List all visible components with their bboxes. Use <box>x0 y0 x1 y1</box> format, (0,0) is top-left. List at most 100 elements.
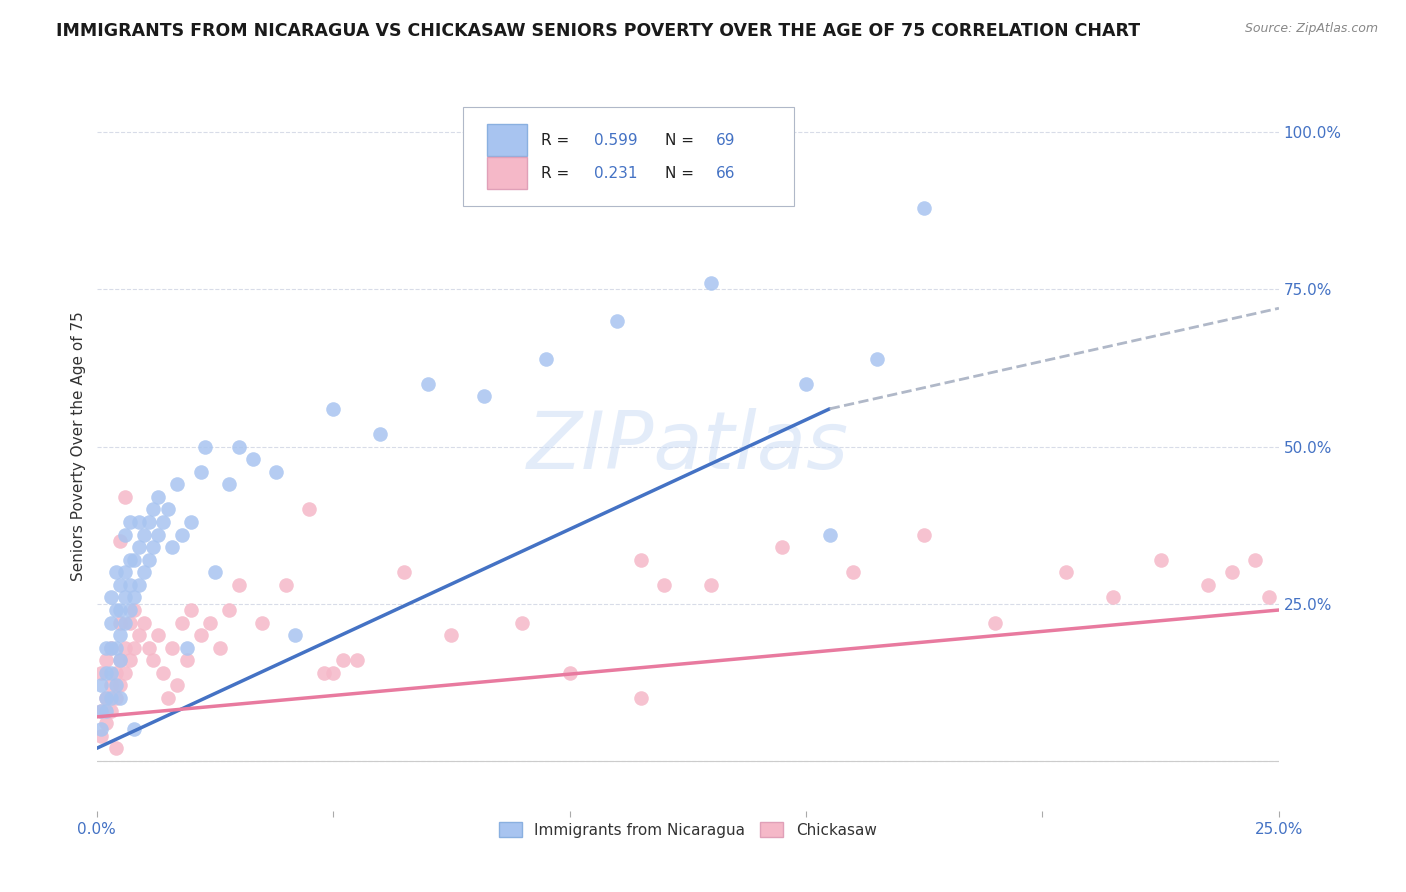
Point <box>912 201 935 215</box>
Point <box>152 515 174 529</box>
Point <box>110 603 132 617</box>
Point <box>118 603 141 617</box>
Text: N =: N = <box>665 133 699 148</box>
Point <box>866 351 889 366</box>
Point <box>100 615 122 630</box>
Point <box>652 578 675 592</box>
Point <box>198 615 221 630</box>
Point <box>124 591 146 605</box>
Point <box>156 691 179 706</box>
Point <box>346 653 368 667</box>
Point <box>94 665 117 680</box>
Point <box>322 665 344 680</box>
Point <box>162 640 184 655</box>
Text: 66: 66 <box>716 166 735 180</box>
Point <box>100 678 122 692</box>
Point <box>770 540 793 554</box>
Point <box>370 427 392 442</box>
Point <box>146 527 169 541</box>
Point <box>700 276 723 290</box>
Point <box>1150 552 1173 566</box>
Point <box>114 615 136 630</box>
Point <box>110 628 132 642</box>
Point <box>194 440 217 454</box>
Point <box>90 678 112 692</box>
Point <box>100 691 122 706</box>
Point <box>392 566 415 580</box>
Point <box>114 527 136 541</box>
Text: N =: N = <box>665 166 699 180</box>
Y-axis label: Seniors Poverty Over the Age of 75: Seniors Poverty Over the Age of 75 <box>72 311 86 582</box>
Point <box>118 552 141 566</box>
Point <box>152 665 174 680</box>
Point <box>242 452 264 467</box>
Point <box>166 678 188 692</box>
Point <box>218 477 240 491</box>
Point <box>312 665 335 680</box>
Point <box>1244 552 1267 566</box>
Point <box>104 566 127 580</box>
Point <box>416 376 439 391</box>
Point <box>110 615 132 630</box>
Point <box>204 566 226 580</box>
Point <box>510 615 533 630</box>
Point <box>94 716 117 731</box>
Point <box>176 653 198 667</box>
Point <box>118 578 141 592</box>
Text: 69: 69 <box>716 133 735 148</box>
Point <box>322 401 344 416</box>
Point <box>1220 566 1243 580</box>
Point <box>94 653 117 667</box>
Point <box>90 704 112 718</box>
FancyBboxPatch shape <box>486 157 527 189</box>
Point <box>118 615 141 630</box>
Point <box>606 314 628 328</box>
Point <box>110 533 132 548</box>
Point <box>700 578 723 592</box>
Point <box>94 691 117 706</box>
Point <box>100 591 122 605</box>
Point <box>274 578 297 592</box>
FancyBboxPatch shape <box>463 107 794 206</box>
Point <box>440 628 463 642</box>
Point <box>146 628 169 642</box>
Point <box>128 628 150 642</box>
Point <box>110 653 132 667</box>
Point <box>138 515 160 529</box>
Point <box>284 628 307 642</box>
Text: R =: R = <box>541 133 574 148</box>
Point <box>118 653 141 667</box>
Point <box>138 640 160 655</box>
Point <box>104 678 127 692</box>
Point <box>218 603 240 617</box>
Point <box>332 653 354 667</box>
Point <box>818 527 841 541</box>
Point <box>110 653 132 667</box>
Point <box>124 723 146 737</box>
Point <box>180 603 202 617</box>
Text: IMMIGRANTS FROM NICARAGUA VS CHICKASAW SENIORS POVERTY OVER THE AGE OF 75 CORREL: IMMIGRANTS FROM NICARAGUA VS CHICKASAW S… <box>56 22 1140 40</box>
Point <box>110 678 132 692</box>
Point <box>104 603 127 617</box>
Point <box>146 490 169 504</box>
FancyBboxPatch shape <box>486 124 527 156</box>
Text: 0.599: 0.599 <box>595 133 638 148</box>
Point <box>90 704 112 718</box>
Point <box>118 515 141 529</box>
Point <box>180 515 202 529</box>
Point <box>114 640 136 655</box>
Point <box>912 527 935 541</box>
Point <box>124 603 146 617</box>
Point <box>132 527 155 541</box>
Point <box>114 566 136 580</box>
Point <box>1102 591 1125 605</box>
Point <box>128 578 150 592</box>
Point <box>94 640 117 655</box>
Text: R =: R = <box>541 166 579 180</box>
Point <box>794 376 817 391</box>
Point <box>114 591 136 605</box>
Point <box>104 640 127 655</box>
Point <box>100 640 122 655</box>
Point <box>94 704 117 718</box>
Point <box>104 691 127 706</box>
